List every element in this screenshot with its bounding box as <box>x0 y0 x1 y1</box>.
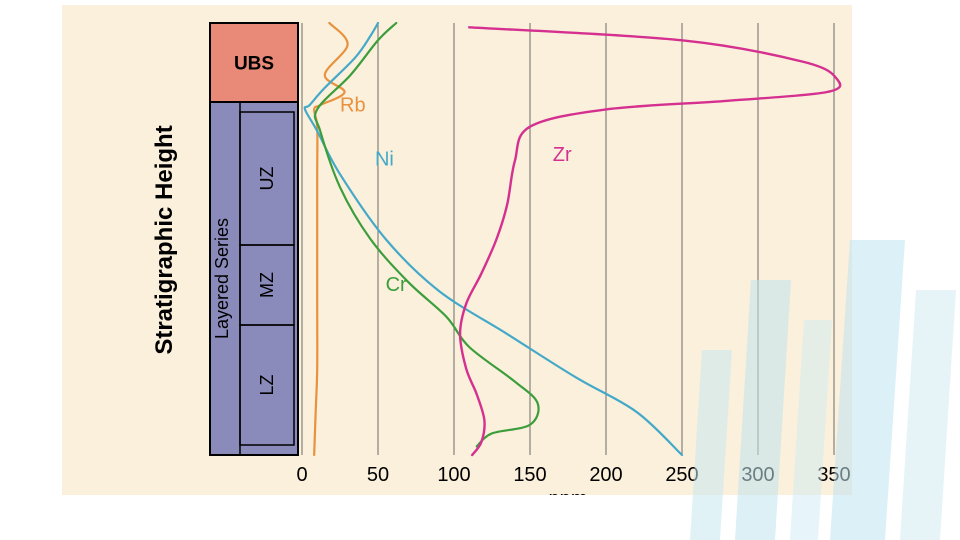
x-tick-label: 300 <box>741 464 774 486</box>
series-label-ni: Ni <box>375 149 394 171</box>
figure-svg: 0 50 100 150 200 250 300 350 ppm UBS Layered Serie… <box>62 5 852 495</box>
series-ni <box>305 23 682 455</box>
series-cr <box>315 23 539 446</box>
x-tick-label: 0 <box>296 464 307 486</box>
layered-series-label: Layered Series <box>212 218 232 339</box>
x-tick-label: 150 <box>513 464 546 486</box>
geochemistry-figure: 0 50 100 150 200 250 300 350 ppm UBS Layered Serie… <box>62 5 852 495</box>
series-zr <box>460 27 840 455</box>
strat-zone-label: UZ <box>257 167 277 191</box>
x-tick-label: 200 <box>589 464 622 486</box>
strat-zone-label: LZ <box>257 374 277 395</box>
strat-zone-label: MZ <box>257 272 277 298</box>
decor-bar <box>900 290 956 540</box>
y-axis-label: Stratigraphic Height <box>151 125 178 354</box>
strat-ubs-label: UBS <box>234 54 274 75</box>
series-rb <box>314 23 348 455</box>
series-label-zr: Zr <box>553 144 572 166</box>
x-tick-label: 100 <box>437 464 470 486</box>
series-label-rb: Rb <box>340 94 366 116</box>
x-tick-label: 50 <box>367 464 389 486</box>
x-axis-label: ppm <box>549 488 588 495</box>
x-tick-label: 350 <box>817 464 850 486</box>
series-label-cr: Cr <box>386 274 407 296</box>
x-tick-label: 250 <box>665 464 698 486</box>
